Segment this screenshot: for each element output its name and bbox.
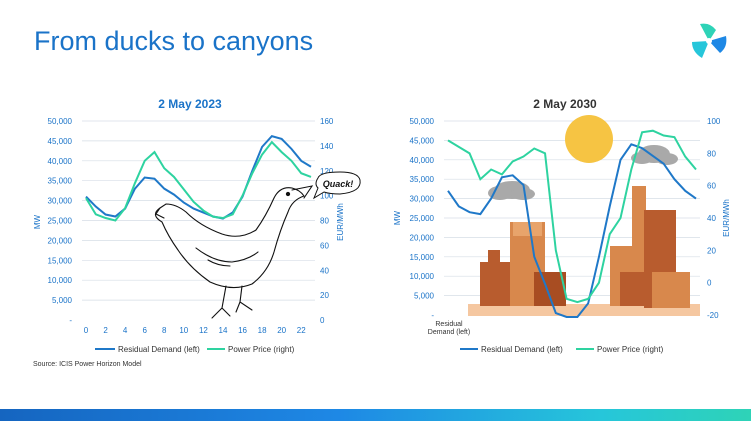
y-tick-label: 30,000	[410, 195, 435, 204]
x-tick-label: 20	[277, 326, 286, 335]
y2-tick-label: 0	[707, 279, 712, 288]
y-axis-label: MW	[33, 214, 42, 229]
y2-tick-label: -20	[707, 311, 719, 320]
y-tick-label: 35,000	[410, 175, 435, 184]
x-tick-label: 6	[142, 326, 147, 335]
y-tick-label: 20,000	[48, 236, 73, 245]
speech-bubble: Quack!	[312, 171, 361, 200]
y-tick-label: 50,000	[410, 117, 435, 126]
y-tick-label: 45,000	[410, 136, 435, 145]
y-tick-label: 35,000	[48, 177, 73, 186]
y-tick-label: 50,000	[48, 117, 73, 126]
chart-title: 2 May 2030	[533, 97, 597, 111]
y2-axis-label: EUR/MWh	[336, 203, 345, 241]
y2-tick-label: 40	[320, 266, 329, 275]
y2-tick-label: 80	[707, 149, 716, 158]
chart-title: 2 May 2023	[158, 97, 222, 111]
y-tick-label: 5,000	[414, 292, 435, 301]
y-tick-label: -	[431, 311, 434, 320]
y-tick-label: 10,000	[410, 272, 435, 281]
y2-tick-label: 80	[320, 217, 329, 226]
legend-demand: Residual Demand (left)	[481, 345, 563, 354]
y-tick-label: 45,000	[48, 137, 73, 146]
y2-tick-label: 20	[320, 291, 329, 300]
legend: Residual Demand (left) Power Price (righ…	[460, 345, 664, 354]
x-tick-label: 18	[258, 326, 267, 335]
y2-axis-label: EUR/MWh	[722, 199, 731, 237]
y2-tick-label: 60	[320, 241, 329, 250]
y-tick-label: 15,000	[48, 256, 73, 265]
x-axis-label-line2: Demand (left)	[428, 329, 470, 336]
power-price-line	[85, 140, 312, 222]
y-tick-label: 30,000	[48, 197, 73, 206]
y2-tick-label: 20	[707, 246, 716, 255]
speech-text: Quack!	[323, 179, 354, 189]
x-axis-label-line1: Residual	[435, 321, 463, 328]
legend: Residual Demand (left) Power Price (righ…	[95, 345, 295, 354]
y-tick-label: 25,000	[48, 217, 73, 226]
legend-price: Power Price (right)	[228, 345, 295, 354]
x-tick-label: 2	[103, 326, 108, 335]
legend-price: Power Price (right)	[597, 345, 664, 354]
bottom-accent-bar	[0, 409, 751, 421]
residual-demand-line	[447, 143, 697, 318]
x-tick-label: 0	[84, 326, 89, 335]
y2-tick-label: 0	[320, 316, 325, 325]
y-tick-label: 25,000	[410, 214, 435, 223]
x-tick-label: 4	[123, 326, 128, 335]
x-tick-label: 16	[238, 326, 247, 335]
source-note: Source: ICIS Power Horizon Model	[33, 361, 142, 368]
y-axis-label: MW	[393, 210, 402, 225]
y2-tick-label: 100	[707, 117, 721, 126]
y-tick-label: 5,000	[52, 296, 73, 305]
chart-right: 2 May 2030 MW EUR/MWh - 5,000 10,000 15,000…	[393, 97, 731, 354]
y-tick-label: 15,000	[410, 253, 435, 262]
page-title: From ducks to canyons	[34, 26, 314, 56]
cloud-left	[488, 181, 535, 200]
y2-tick-label: 140	[320, 142, 334, 151]
legend-demand: Residual Demand (left)	[118, 345, 200, 354]
y-tick-label: -	[69, 316, 72, 325]
sun	[565, 115, 613, 163]
x-tick-label: 14	[219, 326, 228, 335]
y2-tick-label: 120	[320, 167, 334, 176]
icis-logo-icon	[692, 23, 727, 58]
y2-tick-label: 100	[320, 192, 334, 201]
x-tick-label: 8	[162, 326, 167, 335]
y2-tick-label: 160	[320, 117, 334, 126]
y-tick-label: 40,000	[48, 157, 73, 166]
x-tick-label: 12	[199, 326, 208, 335]
y-tick-label: 10,000	[48, 276, 73, 285]
y2-tick-label: 60	[707, 182, 716, 191]
y2-tick-label: 40	[707, 214, 716, 223]
x-tick-label: 10	[179, 326, 188, 335]
duck-drawing	[154, 185, 314, 319]
chart-left: 2 May 2023 MW EUR/MWh - 5,000 10,000 15,000…	[33, 97, 361, 354]
x-tick-label: 22	[297, 326, 306, 335]
power-price-line	[447, 129, 697, 304]
y-tick-label: 40,000	[410, 156, 435, 165]
y-tick-label: 20,000	[410, 233, 435, 242]
canyon-landscape	[468, 115, 700, 316]
